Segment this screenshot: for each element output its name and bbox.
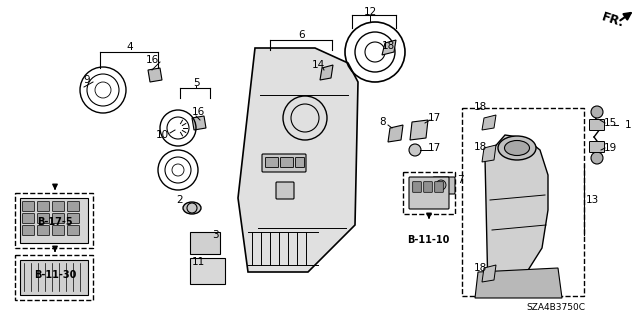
FancyBboxPatch shape [413,182,421,192]
Polygon shape [388,125,403,142]
Bar [190,258,225,284]
Text: B-11-10: B-11-10 [407,235,449,245]
Text: B-17-5: B-17-5 [37,217,73,227]
Text: 16: 16 [191,107,205,117]
Text: 17: 17 [428,143,440,153]
Text: SZA4B3750C: SZA4B3750C [527,303,586,313]
Polygon shape [192,116,206,130]
Polygon shape [482,265,496,282]
Ellipse shape [504,140,529,155]
Text: 15: 15 [604,118,616,128]
FancyBboxPatch shape [22,213,35,224]
Bar [462,108,584,296]
Bar [15,193,93,248]
FancyBboxPatch shape [52,202,65,211]
Text: 16: 16 [145,55,159,65]
Text: 13: 13 [586,195,598,205]
Text: 18: 18 [381,41,395,51]
Bar [190,232,220,254]
Bar [403,172,455,214]
Polygon shape [382,40,396,55]
Bar [15,255,93,300]
Text: 7: 7 [457,175,463,185]
Text: 10: 10 [156,130,168,140]
Text: 19: 19 [604,143,616,153]
Polygon shape [320,65,333,80]
FancyBboxPatch shape [409,177,449,209]
Ellipse shape [498,136,536,160]
Text: 8: 8 [380,117,387,127]
Text: 18: 18 [474,263,486,273]
Polygon shape [482,145,496,162]
Polygon shape [485,135,548,292]
FancyBboxPatch shape [280,158,294,167]
Text: 18: 18 [474,102,486,112]
Text: 9: 9 [84,75,90,85]
Polygon shape [148,68,162,82]
FancyBboxPatch shape [296,158,305,167]
FancyBboxPatch shape [589,142,605,152]
FancyBboxPatch shape [67,213,79,224]
FancyBboxPatch shape [433,177,455,194]
Text: 17: 17 [428,113,440,123]
Text: 1: 1 [625,120,631,130]
Text: 6: 6 [299,30,305,40]
FancyBboxPatch shape [38,202,49,211]
Text: 12: 12 [364,7,376,17]
Bar [20,260,88,295]
Polygon shape [475,268,562,298]
Circle shape [409,144,421,156]
FancyBboxPatch shape [435,182,444,192]
Text: 18: 18 [474,142,486,152]
FancyBboxPatch shape [52,213,65,224]
Polygon shape [238,48,358,272]
Text: 14: 14 [312,60,324,70]
Polygon shape [482,115,496,130]
FancyBboxPatch shape [22,202,35,211]
FancyBboxPatch shape [38,226,49,235]
FancyBboxPatch shape [67,226,79,235]
Text: 4: 4 [127,42,133,52]
Circle shape [591,152,603,164]
Circle shape [591,106,603,118]
FancyBboxPatch shape [262,154,306,172]
Text: 3: 3 [212,230,218,240]
Text: 11: 11 [191,257,205,267]
Circle shape [436,180,446,190]
Polygon shape [410,120,428,140]
FancyBboxPatch shape [276,182,294,199]
FancyBboxPatch shape [22,226,35,235]
FancyBboxPatch shape [67,202,79,211]
Bar [20,198,88,243]
Text: 5: 5 [193,78,199,88]
Ellipse shape [183,202,201,214]
FancyBboxPatch shape [52,226,65,235]
FancyBboxPatch shape [589,120,605,130]
Text: 2: 2 [177,195,183,205]
FancyBboxPatch shape [266,158,278,167]
FancyBboxPatch shape [424,182,432,192]
Text: B-11-30: B-11-30 [34,270,76,280]
FancyBboxPatch shape [38,213,49,224]
Text: FR.: FR. [600,10,626,30]
